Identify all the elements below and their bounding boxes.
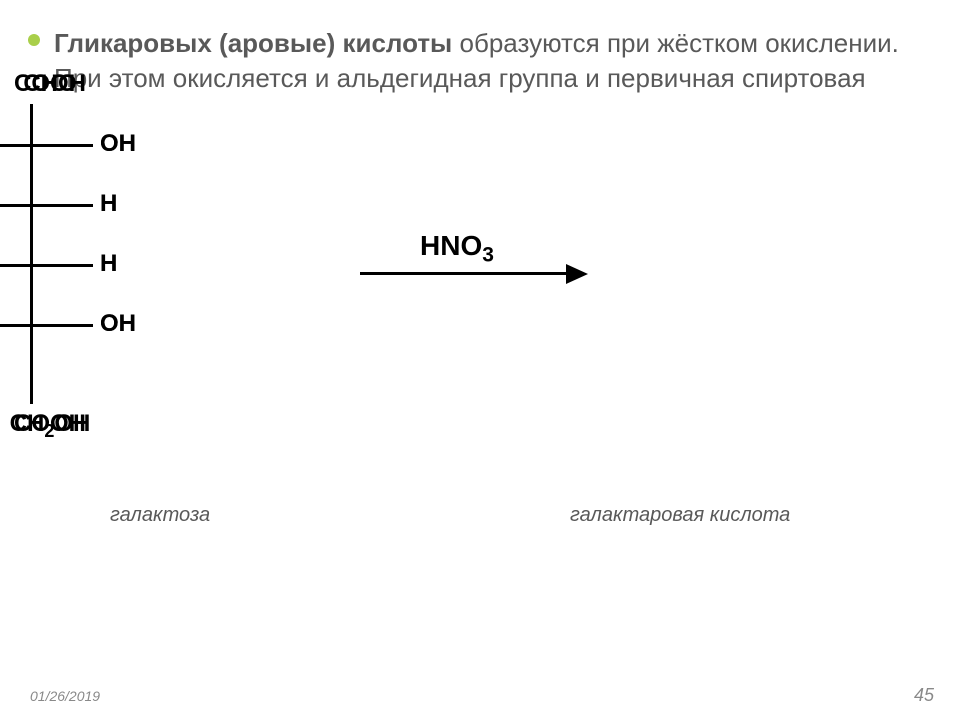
slide: Гликаровых (аровые) кислоты образуются п… bbox=[0, 0, 960, 720]
substituent-right: OH bbox=[100, 310, 160, 338]
diagram-area: CHOCH2OHHOHHOHHOHHOH COOHCOOHHOHHOHHOHHO… bbox=[30, 104, 930, 584]
reagent-sub: 3 bbox=[482, 244, 494, 267]
terminal-bottom: COOH bbox=[0, 410, 120, 438]
reagent-label: HNO3 bbox=[420, 230, 494, 268]
footer-page: 45 bbox=[914, 685, 934, 706]
arrow-line bbox=[360, 272, 570, 275]
bullet-icon bbox=[28, 34, 40, 46]
substituent-right: H bbox=[100, 190, 160, 218]
footer-date: 01/26/2019 bbox=[30, 688, 100, 704]
bond-horizontal bbox=[0, 204, 93, 207]
molecule-name-left: галактоза bbox=[110, 504, 210, 527]
bond-horizontal bbox=[0, 324, 93, 327]
substituent-right: H bbox=[100, 250, 160, 278]
terminal-top: COOH bbox=[0, 70, 110, 98]
molecule-name-right: галактаровая кислота bbox=[570, 504, 790, 527]
bond-horizontal bbox=[0, 144, 93, 147]
bond-horizontal bbox=[0, 264, 93, 267]
arrow-head-icon bbox=[566, 264, 588, 284]
substituent-right: OH bbox=[100, 130, 160, 158]
title-text: Гликаровых (аровые) кислоты образуются п… bbox=[54, 26, 930, 96]
title-bold: Гликаровых (аровые) кислоты bbox=[54, 28, 452, 58]
reagent-text: HNO bbox=[420, 230, 482, 261]
